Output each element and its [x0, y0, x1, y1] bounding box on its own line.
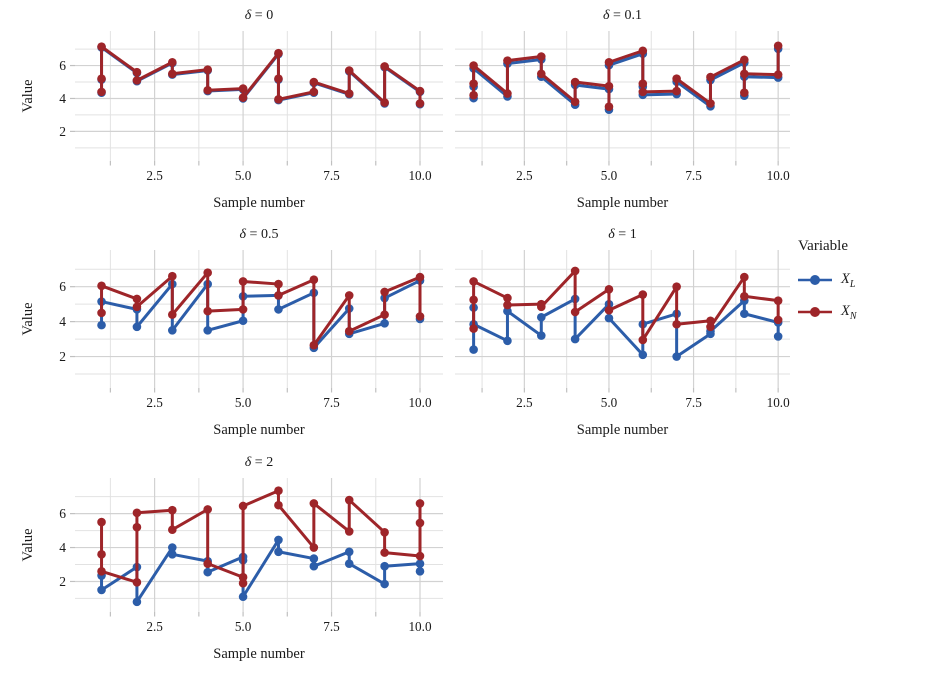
x-axis-label: Sample number — [576, 422, 669, 438]
legend-label-xn: XN — [841, 302, 857, 322]
svg-text:5.0: 5.0 — [601, 395, 618, 410]
legend-title: Variable — [798, 238, 848, 254]
svg-text:10.0: 10.0 — [408, 395, 431, 410]
y-axis-label: Value — [20, 79, 36, 113]
legend: Variable XL XN — [798, 238, 923, 335]
panel-delta-0.5: δ = 0.5 2 4 6 2.5 5.0 7.5 10.0 Sample number — [41, 227, 451, 439]
legend-item-xl: XL — [798, 271, 923, 290]
svg-text:2.5: 2.5 — [516, 395, 533, 410]
svg-text:5.0: 5.0 — [235, 395, 252, 410]
plot-delta-0.1: 2.5 5.0 7.5 10.0 — [455, 31, 790, 183]
panel-title-delta-0.1: δ = 0.1 — [603, 8, 642, 23]
panel-title-delta-0.5: δ = 0.5 — [239, 227, 279, 242]
svg-text:6: 6 — [59, 279, 66, 294]
panel-delta-0: δ = 0 2 4 6 2.5 5.0 7.5 10.0 Sample number — [41, 8, 451, 212]
plot-delta-0: 2 4 6 2.5 5.0 7.5 10.0 — [59, 31, 443, 183]
panel-title-delta-0: δ = 0 — [244, 8, 274, 23]
legend-swatch-line-dot-blue — [798, 275, 832, 286]
plot-delta-0.5: 2 4 6 2.5 5.0 7.5 10.0 — [59, 250, 443, 410]
svg-text:4: 4 — [59, 91, 66, 106]
svg-text:4: 4 — [59, 540, 66, 555]
svg-text:5.0: 5.0 — [235, 619, 252, 634]
svg-text:2: 2 — [59, 124, 66, 139]
svg-text:7.5: 7.5 — [685, 395, 702, 410]
legend-item-xn: XN — [798, 303, 923, 322]
plot-delta-2: 2 4 6 2.5 5.0 7.5 10.0 — [59, 478, 443, 634]
svg-text:7.5: 7.5 — [685, 168, 702, 183]
legend-swatch-line-dot-red — [798, 307, 832, 318]
x-axis-label: Sample number — [213, 422, 305, 438]
y-axis-label: Value — [20, 302, 36, 336]
svg-text:10.0: 10.0 — [767, 168, 790, 183]
svg-text:7.5: 7.5 — [323, 619, 340, 634]
svg-text:10.0: 10.0 — [408, 168, 431, 183]
svg-text:10.0: 10.0 — [767, 395, 790, 410]
svg-text:2: 2 — [59, 574, 66, 589]
svg-text:7.5: 7.5 — [323, 168, 340, 183]
panel-delta-1: δ = 1 2.5 5.0 7.5 10.0 Sample number — [421, 227, 798, 439]
svg-text:2: 2 — [59, 349, 66, 364]
svg-text:6: 6 — [59, 506, 66, 521]
svg-text:2.5: 2.5 — [146, 168, 163, 183]
svg-text:5.0: 5.0 — [235, 168, 252, 183]
panel-title-delta-2: δ = 2 — [244, 455, 274, 470]
x-axis-label: Sample number — [213, 195, 305, 211]
svg-text:6: 6 — [59, 58, 66, 73]
panel-delta-2: δ = 2 2 4 6 2.5 5.0 7.5 10.0 Sample number — [41, 455, 451, 663]
plot-delta-1: 2.5 5.0 7.5 10.0 — [455, 250, 790, 410]
legend-label-xl: XL — [841, 271, 856, 290]
svg-text:7.5: 7.5 — [323, 395, 340, 410]
panel-title-delta-1: δ = 1 — [608, 227, 637, 242]
svg-text:2.5: 2.5 — [516, 168, 533, 183]
svg-text:5.0: 5.0 — [601, 168, 618, 183]
svg-text:10.0: 10.0 — [408, 619, 431, 634]
x-axis-label: Sample number — [213, 646, 305, 662]
panel-delta-0.1: δ = 0.1 2.5 5.0 7.5 10.0 Sample number — [421, 8, 798, 212]
y-axis-label: Value — [20, 528, 36, 562]
svg-text:2.5: 2.5 — [146, 395, 163, 410]
svg-text:4: 4 — [59, 314, 66, 329]
x-axis-label: Sample number — [576, 195, 669, 211]
svg-text:2.5: 2.5 — [146, 619, 163, 634]
